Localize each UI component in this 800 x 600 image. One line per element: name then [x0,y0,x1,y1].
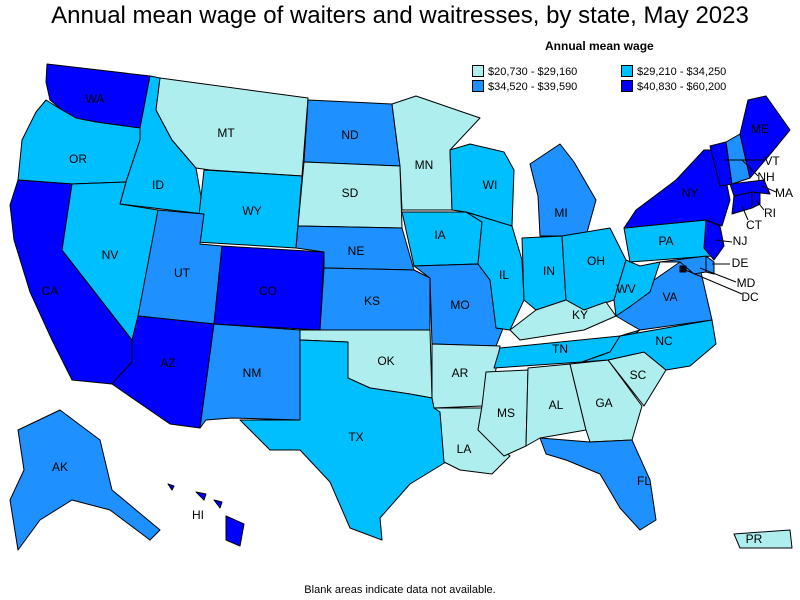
state-me[interactable] [739,95,791,179]
state-label-ms: MS [497,406,515,420]
map-title: Annual mean wage of waiters and waitress… [51,2,749,29]
state-label-ut: UT [174,266,191,280]
state-label-pa: PA [658,234,673,248]
state-label-id: ID [152,178,164,192]
state-label-ak: AK [52,460,68,474]
state-label-pr: PR [746,532,763,546]
state-label-il: IL [499,268,509,282]
state-label-ky: KY [572,308,588,322]
state-label-ar: AR [452,366,469,380]
leader-line-nh [741,159,759,177]
legend-item-3: $34,520 - $39,590 [472,80,577,95]
state-label-ia: IA [434,228,445,242]
state-label-ny: NY [682,186,699,200]
state-label-al: AL [549,398,564,412]
legend-item-2: $29,210 - $34,250 [621,65,726,80]
state-label-nj: NJ [733,234,748,248]
state-label-in: IN [543,264,555,278]
state-mi[interactable] [529,143,597,237]
leader-line-ri [755,199,765,211]
state-label-oh: OH [587,254,605,268]
state-wv[interactable] [613,259,661,317]
state-label-vt: VT [764,154,780,168]
leader-line-nj [715,239,733,243]
state-label-nc: NC [655,334,673,348]
state-label-co: CO [259,284,277,298]
state-il[interactable] [465,211,525,331]
leader-line-ma [761,185,777,193]
state-label-va: VA [662,290,677,304]
state-label-ok: OK [377,354,394,368]
state-label-wv: WV [616,282,635,296]
state-label-ne: NE [348,244,365,258]
state-ky[interactable] [509,299,617,341]
state-ny[interactable] [623,149,731,229]
state-label-nm: NM [243,366,262,380]
dc-marker [680,266,686,272]
state-label-nd: ND [341,128,359,142]
legend-swatch-3 [472,80,484,93]
legend-swatch-4 [621,80,633,93]
state-label-wa: WA [86,92,105,106]
state-label-wi: WI [483,178,498,192]
state-label-dc: DC [741,290,759,304]
leader-line-dc [682,268,743,295]
state-label-de: DE [732,256,749,270]
state-label-az: AZ [160,356,175,370]
state-label-mi: MI [554,206,567,220]
state-md[interactable] [659,255,707,275]
state-label-wy: WY [242,204,261,218]
state-ma[interactable] [729,179,771,197]
state-nc[interactable] [581,319,717,371]
state-label-ca: CA [42,284,59,298]
state-label-mt: MT [217,126,235,140]
legend-title: Annual mean wage [545,39,654,53]
state-label-ks: KS [364,294,380,308]
state-label-ct: CT [746,218,763,232]
state-al[interactable] [525,363,587,447]
legend-item-1: $20,730 - $29,160 [472,65,577,80]
state-label-md: MD [737,276,756,290]
leader-line-md [699,267,737,283]
state-label-ri: RI [764,206,776,220]
state-label-la: LA [457,442,472,456]
state-label-sd: SD [342,186,359,200]
leader-line-ct [741,205,749,221]
state-nj[interactable] [703,219,725,261]
state-label-nh: NH [757,170,774,184]
state-hi[interactable] [167,483,245,547]
state-label-tn: TN [552,342,568,356]
state-label-or: OR [69,152,87,166]
footnote: Blank areas indicate data not available. [304,584,496,596]
state-label-ga: GA [595,396,612,410]
state-pr[interactable] [733,529,793,549]
legend-item-4: $40,830 - $60,200 [621,80,726,95]
state-fl[interactable] [539,437,657,531]
state-ak[interactable] [9,409,161,551]
legend-swatch-1 [472,65,484,78]
state-label-me: ME [751,122,769,136]
state-ks[interactable] [319,267,431,331]
state-label-nv: NV [102,248,119,262]
state-label-hi: HI [192,508,204,522]
legend-swatch-2 [621,65,633,78]
state-tx[interactable] [239,339,447,541]
state-wi[interactable] [449,143,515,227]
state-label-sc: SC [630,368,647,382]
state-label-tx: TX [348,430,363,444]
state-label-mn: MN [415,158,434,172]
state-label-fl: FL [637,474,651,488]
state-label-mo: MO [450,298,469,312]
state-label-ma: MA [775,186,793,200]
